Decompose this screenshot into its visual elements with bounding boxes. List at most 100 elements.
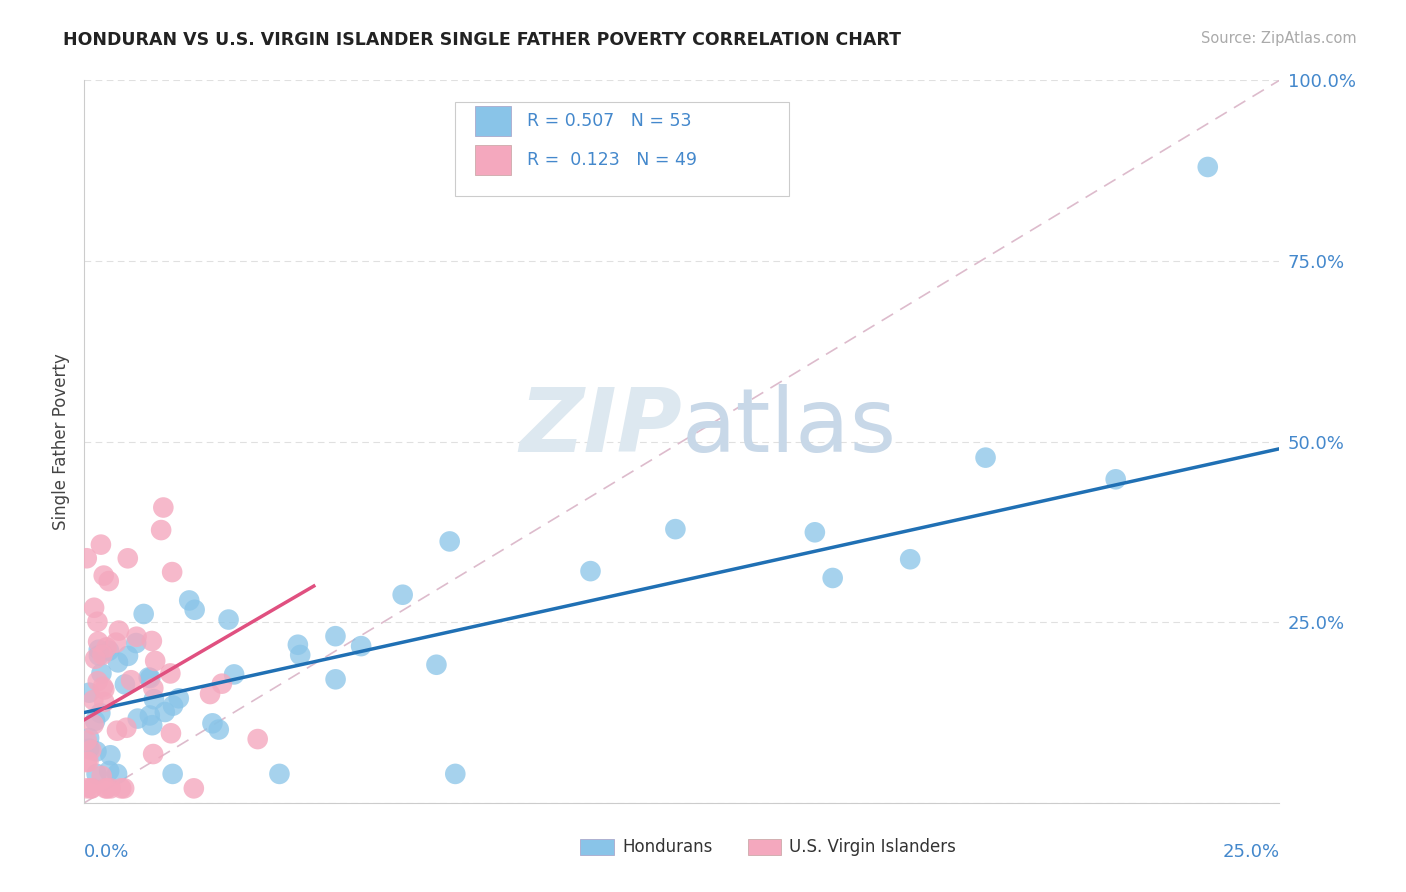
Point (269, 767, 291, 781)
Bar (581, 838, 614, 855)
Point (83, 717, 105, 731)
Text: 0.0%: 0.0% (84, 843, 129, 861)
Point (91, 680, 114, 694)
Point (105, 635, 128, 649)
Point (444, 767, 467, 781)
Point (87, 648, 110, 663)
Point (201, 716, 224, 731)
Point (76, 733, 98, 747)
Point (115, 721, 138, 735)
Point (218, 613, 240, 627)
Point (96, 640, 118, 655)
Point (86, 767, 108, 781)
Point (125, 636, 148, 650)
Point (821, 571, 844, 585)
Point (127, 712, 149, 726)
Point (208, 723, 231, 737)
Point (167, 691, 190, 706)
Point (246, 732, 269, 747)
Point (93, 568, 115, 582)
Point (425, 657, 447, 672)
Point (183, 603, 205, 617)
Point (117, 648, 139, 663)
Point (83, 600, 105, 615)
Point (107, 656, 129, 670)
Y-axis label: Single Father Poverty: Single Father Poverty (52, 353, 70, 530)
Point (114, 677, 136, 691)
Point (898, 552, 921, 566)
Point (350, 639, 373, 653)
Point (391, 588, 413, 602)
Point (87, 674, 110, 689)
Point (94, 781, 117, 796)
Point (664, 522, 686, 536)
Point (117, 551, 139, 566)
Point (86, 615, 108, 629)
Point (76, 755, 98, 769)
Point (179, 593, 201, 607)
Point (141, 718, 163, 732)
Point (139, 671, 162, 685)
Point (132, 607, 155, 621)
Point (100, 781, 122, 796)
Point (141, 634, 163, 648)
Point (90, 666, 112, 681)
Point (89, 706, 111, 720)
Point (105, 723, 128, 738)
Point (90, 769, 112, 783)
Point (97, 574, 120, 588)
Point (80, 743, 103, 757)
Point (76, 551, 98, 566)
Point (138, 670, 160, 684)
Point (125, 630, 148, 644)
Text: R =  0.123   N = 49: R = 0.123 N = 49 (527, 151, 696, 169)
Text: 25.0%: 25.0% (1222, 843, 1279, 861)
Point (112, 781, 135, 796)
Point (143, 654, 166, 668)
Point (325, 673, 347, 687)
Point (439, 534, 461, 549)
Point (153, 705, 176, 719)
Point (82, 693, 104, 707)
Point (91, 648, 114, 662)
Point (87, 642, 110, 657)
Point (290, 648, 312, 662)
Point (142, 692, 165, 706)
Point (77, 741, 100, 756)
Point (142, 681, 165, 695)
Point (80, 781, 103, 796)
Point (77, 755, 100, 769)
Point (100, 748, 122, 763)
Text: R = 0.507   N = 53: R = 0.507 N = 53 (527, 112, 690, 129)
Point (579, 564, 602, 578)
Text: Source: ZipAtlas.com: Source: ZipAtlas.com (1201, 31, 1357, 46)
Point (150, 523, 173, 537)
FancyBboxPatch shape (456, 102, 790, 196)
Point (287, 638, 309, 652)
Point (93, 682, 115, 697)
Point (325, 629, 347, 643)
Point (84, 652, 107, 666)
Text: ZIP: ZIP (519, 384, 682, 471)
Point (162, 767, 184, 781)
Point (98, 764, 121, 778)
Point (96, 781, 118, 796)
Text: Hondurans: Hondurans (623, 838, 713, 855)
Point (1197, 160, 1219, 174)
Point (120, 673, 142, 688)
Point (974, 450, 997, 465)
Point (222, 667, 245, 681)
Point (183, 781, 205, 796)
Point (139, 708, 162, 723)
Bar (748, 838, 782, 855)
Point (108, 624, 131, 638)
Point (804, 525, 827, 540)
Point (90, 538, 112, 552)
Point (152, 500, 174, 515)
Point (80, 781, 103, 796)
Point (93, 695, 115, 709)
Point (162, 698, 184, 713)
Point (211, 676, 233, 690)
Point (105, 767, 128, 781)
Point (98, 643, 121, 657)
